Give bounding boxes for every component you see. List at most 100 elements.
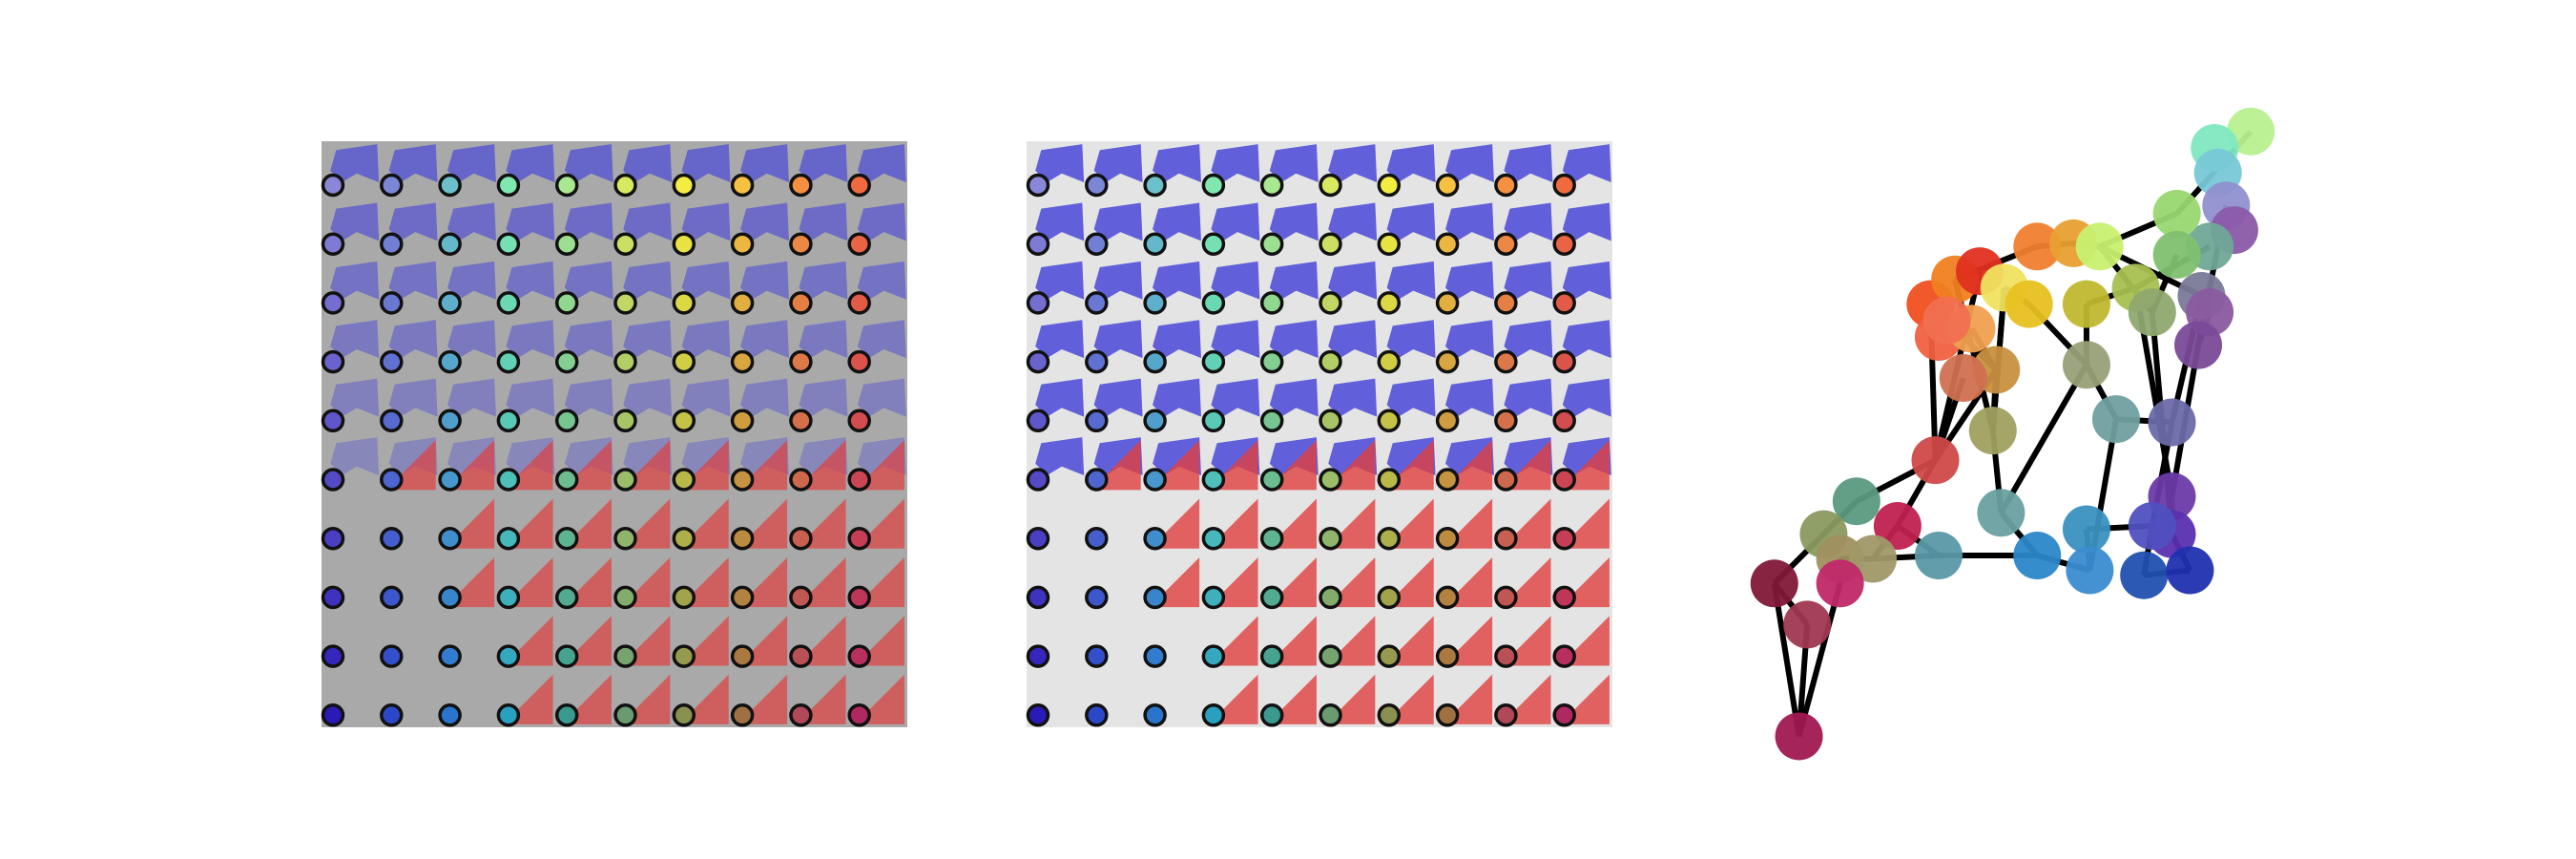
blue-blob (1035, 378, 1085, 417)
red-triangle (1442, 556, 1493, 608)
grid-point (730, 703, 755, 727)
grid-point (789, 526, 813, 551)
blue-blob (1504, 320, 1553, 359)
grid-point (1201, 585, 1226, 610)
graph-node (2227, 107, 2275, 156)
grid-point (789, 703, 813, 727)
graph-node (1911, 436, 1960, 485)
grid-point (1319, 291, 1342, 315)
grid-point (730, 644, 755, 668)
grid-point (613, 409, 637, 433)
red-triangle (1266, 556, 1317, 608)
blue-blob (740, 320, 789, 359)
grid-point (554, 349, 579, 374)
grid-point (847, 349, 871, 374)
blue-blob (388, 144, 438, 182)
grid-point (321, 644, 345, 668)
grid-point (321, 468, 345, 492)
grid-point (321, 409, 345, 433)
grid-point (496, 232, 521, 256)
blue-blob (330, 202, 380, 241)
blue-blob (564, 320, 613, 359)
blue-blob (1386, 320, 1436, 359)
grid-point (496, 703, 521, 727)
grid-point (730, 526, 755, 551)
grid-point (1377, 703, 1402, 727)
grid-point (380, 585, 404, 610)
grid-point (1201, 526, 1226, 551)
graph-node (1750, 559, 1798, 608)
blue-blob (1504, 378, 1553, 417)
graph-node (1873, 502, 1922, 551)
graph-node (2148, 398, 2196, 447)
blue-blob (1153, 378, 1201, 417)
grid-point (613, 468, 637, 492)
grid-point (1552, 703, 1576, 727)
red-triangle (1501, 498, 1551, 549)
grid-point (1435, 644, 1460, 668)
grid-point (1143, 409, 1167, 433)
red-triangle (1559, 498, 1610, 549)
blue-blob (623, 261, 673, 300)
grid-point (1435, 349, 1460, 374)
blue-blob (1445, 320, 1494, 359)
grid-point (1259, 585, 1284, 610)
graph-node (2128, 288, 2176, 337)
grid-point (672, 585, 696, 610)
red-triangle (1208, 556, 1258, 608)
blue-blob (799, 202, 848, 241)
grid-point (1377, 468, 1402, 492)
grid-point (321, 703, 345, 727)
blue-blob (1093, 378, 1143, 417)
grid-point (730, 585, 755, 610)
blue-blob (1445, 202, 1494, 241)
grid-point (380, 644, 404, 668)
grid-point (1377, 644, 1402, 668)
blue-blob (330, 261, 380, 300)
blue-blob (1328, 320, 1378, 359)
grid-point (672, 644, 696, 668)
grid-point (1259, 173, 1284, 198)
grid-point (1026, 349, 1050, 374)
grid-point (789, 173, 813, 198)
blue-blob (506, 144, 555, 182)
grid-point (321, 526, 345, 551)
blue-blob (1035, 202, 1085, 241)
grid-point (847, 526, 871, 551)
blue-blob (1269, 144, 1319, 182)
grid-point (613, 644, 637, 668)
grid-point (789, 291, 813, 315)
grid-point (730, 232, 755, 256)
graph-node (2062, 280, 2110, 328)
blue-blob (623, 320, 673, 359)
grid-point (1085, 526, 1109, 551)
grid-point (789, 468, 813, 492)
grid-point (554, 526, 579, 551)
blue-blob (623, 378, 673, 417)
red-triangle (1149, 556, 1200, 608)
grid-point (1494, 291, 1518, 315)
grid-point (380, 409, 404, 433)
grid-point (1552, 349, 1576, 374)
graph-panel (1750, 107, 2275, 761)
blue-blob (1562, 261, 1611, 300)
grid-point (1319, 644, 1342, 668)
graph-node (1775, 712, 1823, 761)
grid-point (1377, 526, 1402, 551)
grid-point (496, 349, 521, 374)
grid-point (847, 291, 871, 315)
graph-node (1922, 296, 1971, 345)
grid-point (1085, 173, 1109, 198)
grid-point (1085, 644, 1109, 668)
grid-point (730, 468, 755, 492)
blue-blob (1269, 202, 1319, 241)
blue-blob (388, 320, 438, 359)
grid-point (789, 232, 813, 256)
red-triangle (1559, 674, 1610, 724)
blue-blob (1386, 378, 1436, 417)
grid-point (1201, 703, 1226, 727)
grid-point (496, 173, 521, 198)
blue-blob (1445, 261, 1494, 300)
red-triangle (1266, 616, 1317, 666)
